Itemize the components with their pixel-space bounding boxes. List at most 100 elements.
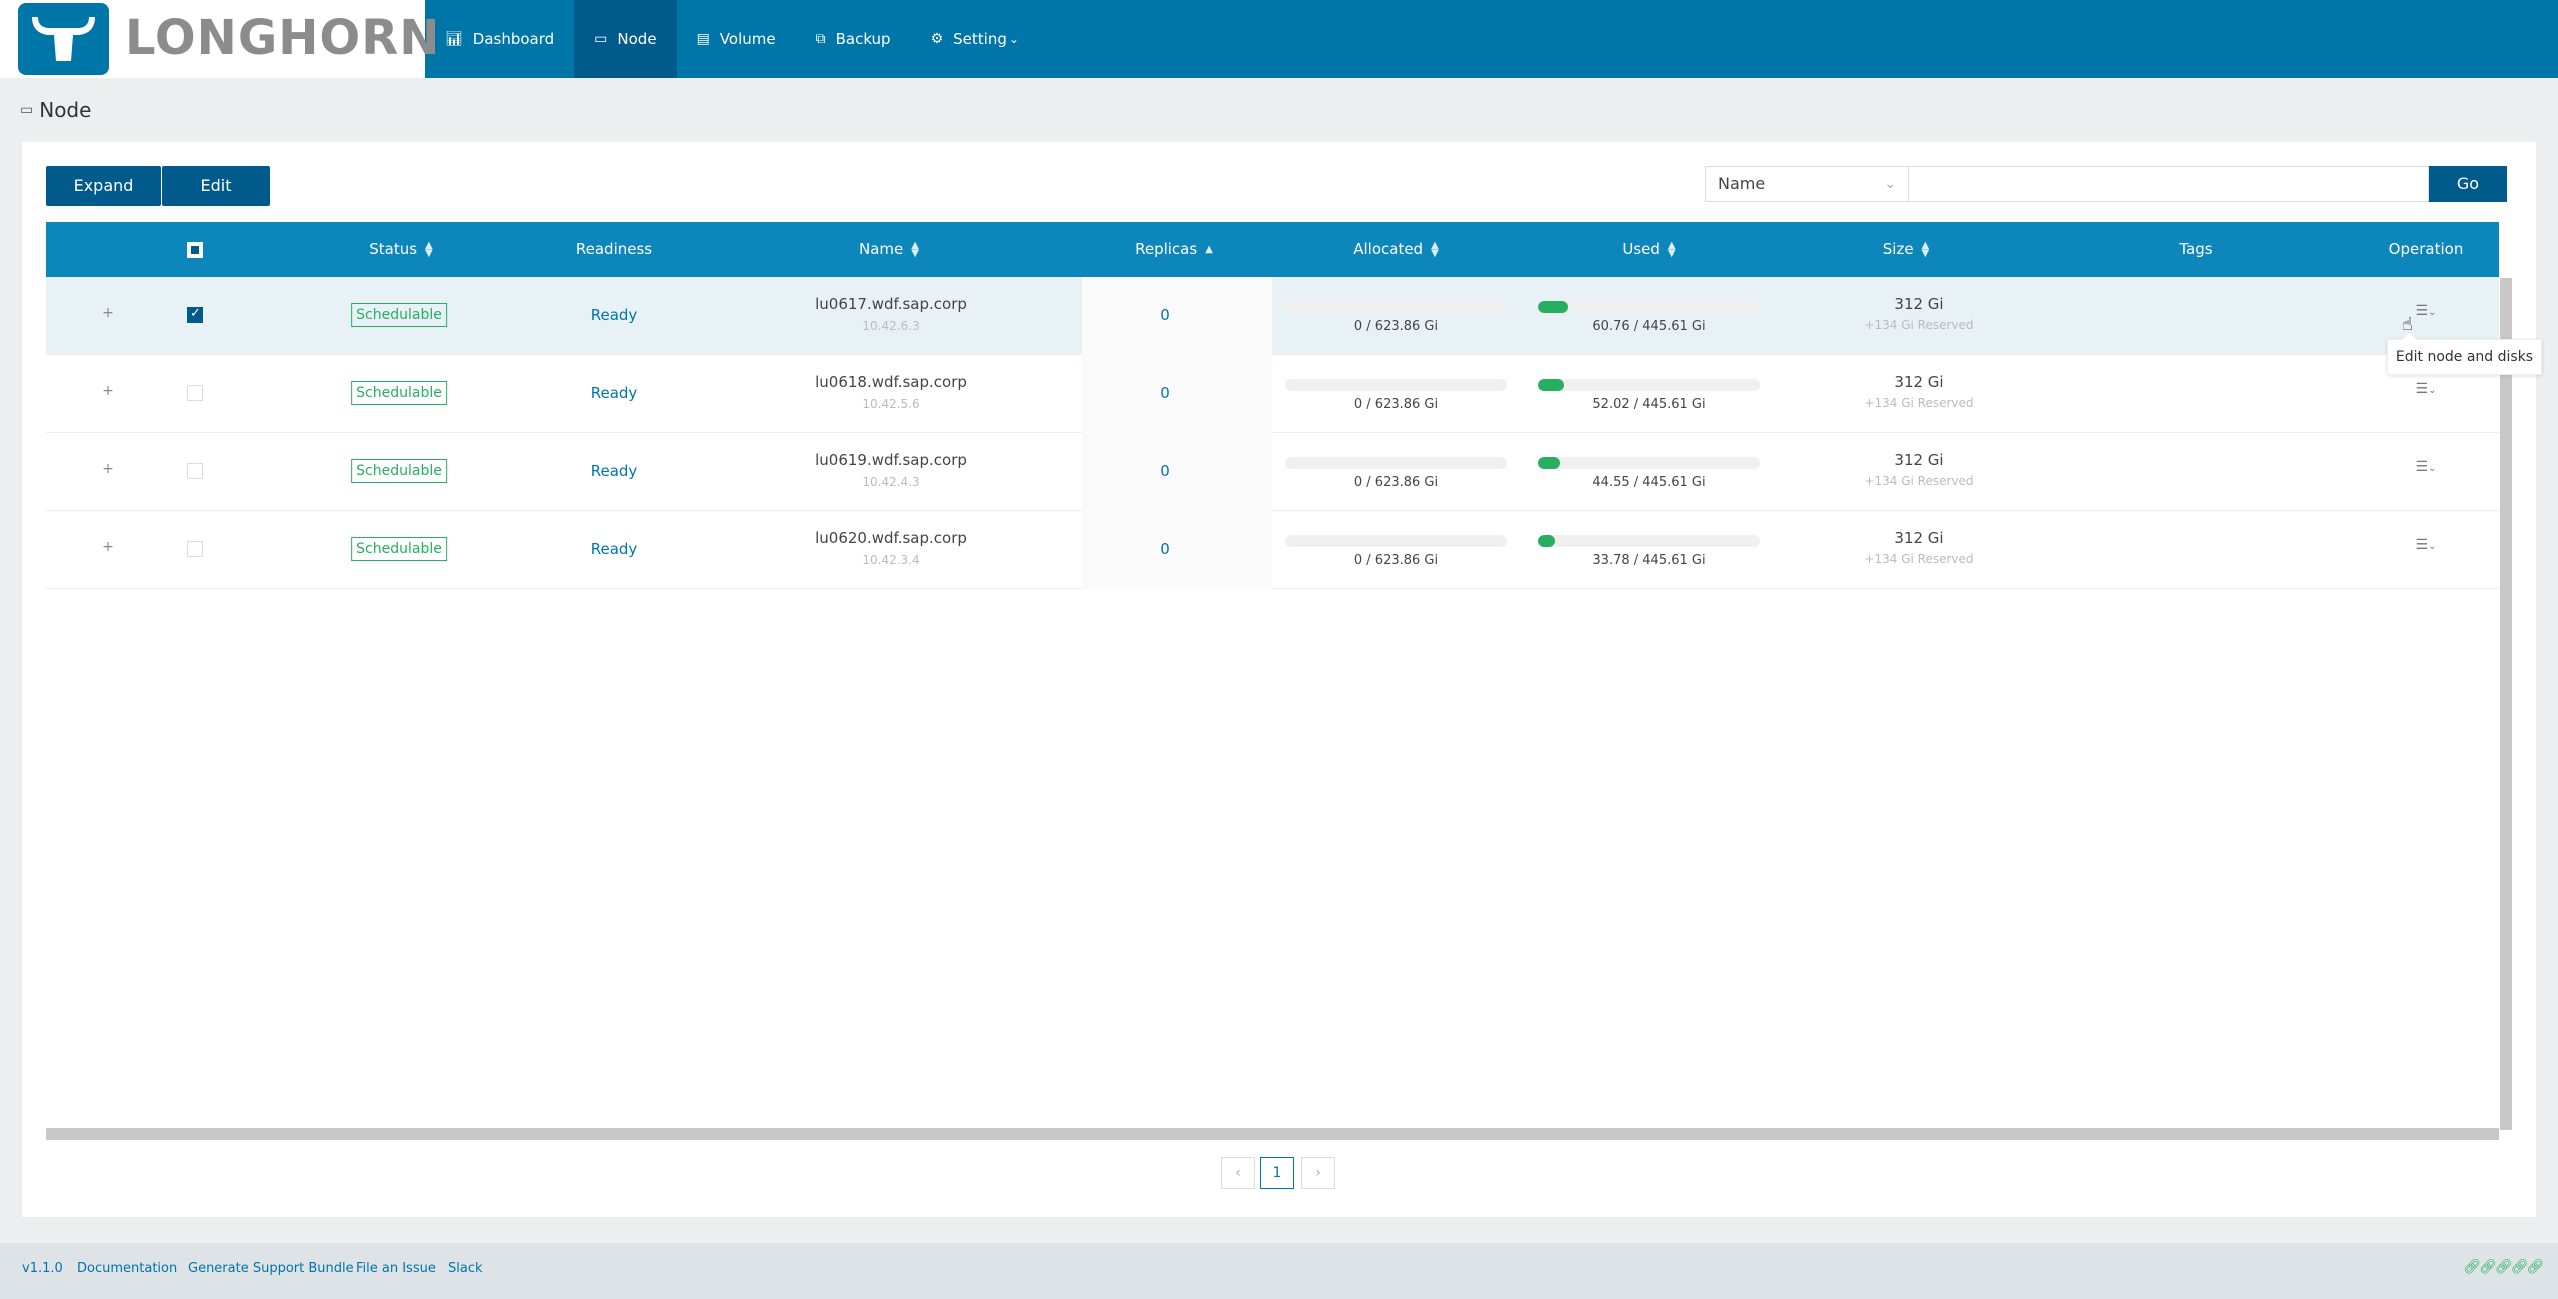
expand-row-icon[interactable]: + [102, 305, 114, 321]
col-label: Operation [2388, 240, 2464, 258]
used-fill [1538, 535, 1555, 547]
status-badge: Schedulable [351, 381, 447, 405]
select-all-checkbox[interactable] [187, 242, 203, 258]
horizontal-scrollbar[interactable] [46, 1128, 2499, 1140]
col-label: Replicas [1135, 240, 1198, 258]
table-row[interactable]: + Schedulable Ready lu0619.wdf.sap.corp 10.4… [46, 433, 2499, 511]
col-label: Tags [2179, 240, 2213, 258]
node-name: lu0617.wdf.sap.corp [815, 295, 967, 313]
readiness-link[interactable]: Ready [590, 384, 638, 402]
filter-select[interactable]: Name ⌄ [1705, 166, 1909, 202]
operation-menu-button[interactable]: ☰⌄ [2415, 537, 2437, 553]
col-replicas[interactable]: Replicas ▲ [1135, 222, 1213, 277]
operation-menu-button[interactable]: ☰⌄ [2415, 303, 2437, 319]
go-button[interactable]: Go [2429, 166, 2507, 202]
page-title-text: Node [39, 98, 92, 122]
sort-icon: ▲ [1205, 243, 1213, 255]
replicas-link[interactable]: 0 [1160, 384, 1170, 402]
used-value: 52.02 / 445.61 Gi [1592, 397, 1706, 412]
readiness-link[interactable]: Ready [590, 306, 638, 324]
size-value: 312 Gi [1894, 451, 1944, 469]
replicas-link[interactable]: 0 [1160, 306, 1170, 324]
reserved-value: +134 Gi Reserved [1864, 396, 1974, 410]
col-label: Readiness [575, 240, 653, 258]
used-progress-bar [1538, 457, 1760, 469]
expand-row-icon[interactable]: + [102, 539, 114, 555]
chevron-down-icon: ⌄ [1884, 176, 1896, 192]
nav-backup[interactable]: ⧉ Backup [796, 0, 911, 78]
row-checkbox[interactable] [187, 541, 203, 557]
expand-all-button[interactable]: Expand All [46, 166, 161, 235]
tooltip: Edit node and disks [2387, 339, 2542, 375]
node-name: lu0620.wdf.sap.corp [815, 529, 967, 547]
operation-menu-button[interactable]: ☰⌄ [2415, 381, 2437, 397]
readiness-link[interactable]: Ready [590, 540, 638, 558]
used-fill [1538, 301, 1569, 313]
nav-dashboard[interactable]: 📊︎ Dashboard [425, 0, 574, 78]
expand-row-icon[interactable]: + [102, 383, 114, 399]
filter-select-value: Name [1718, 174, 1766, 193]
replicas-cell-bg [1082, 355, 1272, 433]
replicas-cell-bg [1082, 511, 1272, 589]
slack-link[interactable]: Slack [448, 1261, 483, 1276]
gear-icon: ⚙ [930, 31, 944, 47]
used-progress-bar [1538, 301, 1760, 313]
chart-icon: 📊︎ [445, 31, 463, 47]
next-page-button[interactable]: › [1301, 1157, 1335, 1189]
expand-row-icon[interactable]: + [102, 461, 114, 477]
page-number-button[interactable]: 1 [1260, 1157, 1294, 1189]
col-allocated[interactable]: Allocated ▲ ▼ [1353, 222, 1439, 277]
nav-node[interactable]: ▭ Node [574, 0, 677, 78]
node-ip: 10.42.5.6 [862, 397, 920, 411]
node-ip: 10.42.4.3 [862, 475, 920, 489]
col-label: Size [1882, 240, 1914, 258]
row-checkbox[interactable] [187, 463, 203, 479]
nav-volume[interactable]: ▤ Volume [677, 0, 796, 78]
search-input[interactable] [1909, 166, 2429, 202]
allocated-value: 0 / 623.86 Gi [1353, 397, 1439, 412]
nav-setting[interactable]: ⚙ Setting ⌄ [911, 0, 1039, 78]
used-progress-bar [1538, 535, 1760, 547]
nav-label: Node [617, 30, 657, 48]
nav-label: Backup [835, 30, 891, 48]
prev-page-button[interactable]: ‹ [1221, 1157, 1255, 1189]
col-name[interactable]: Name ▲ ▼ [859, 222, 919, 277]
col-status[interactable]: Status ▲ ▼ [369, 222, 433, 277]
status-badge: Schedulable [351, 459, 447, 483]
logo[interactable]: LONGHORN [0, 0, 439, 78]
allocated-progress-bar [1285, 301, 1507, 313]
file-issue-link[interactable]: File an Issue [356, 1261, 436, 1276]
operation-menu-button[interactable]: ☰⌄ [2415, 459, 2437, 475]
used-fill [1538, 379, 1564, 391]
col-label: Status [369, 240, 418, 258]
page-title: ▭ Node [20, 98, 91, 122]
col-used[interactable]: Used ▲ ▼ [1622, 222, 1675, 277]
size-value: 312 Gi [1894, 529, 1944, 547]
sort-icon: ▲ ▼ [425, 239, 433, 259]
table-row[interactable]: + Schedulable Ready lu0618.wdf.sap.corp 10.4… [46, 355, 2499, 433]
col-operation: Operation [2389, 222, 2464, 277]
footer: v1.1.0 Documentation Generate Support Bu… [0, 1243, 2558, 1299]
support-bundle-link[interactable]: Generate Support Bundle [188, 1261, 354, 1276]
table-row[interactable]: + Schedulable Ready lu0617.wdf.sap.corp 10.4… [46, 277, 2499, 355]
replicas-cell-bg [1082, 277, 1272, 355]
size-value: 312 Gi [1894, 295, 1944, 313]
readiness-link[interactable]: Ready [590, 462, 638, 480]
replicas-link[interactable]: 0 [1160, 540, 1170, 558]
row-checkbox[interactable] [187, 306, 203, 323]
vertical-scrollbar[interactable] [2500, 278, 2512, 1130]
table-row[interactable]: + Schedulable Ready lu0620.wdf.sap.corp 10.4… [46, 511, 2499, 589]
edit-node-button[interactable]: Edit Node [162, 166, 270, 235]
reserved-value: +134 Gi Reserved [1864, 318, 1974, 332]
row-checkbox[interactable] [187, 385, 203, 401]
col-size[interactable]: Size ▲ ▼ [1883, 222, 1930, 277]
replicas-link[interactable]: 0 [1160, 462, 1170, 480]
documentation-link[interactable]: Documentation [77, 1261, 178, 1276]
node-ip: 10.42.6.3 [862, 319, 920, 333]
sort-icon: ▲ ▼ [911, 239, 919, 259]
longhorn-logo-icon [18, 3, 109, 75]
allocated-progress-bar [1285, 535, 1507, 547]
version-link[interactable]: v1.1.0 [22, 1261, 63, 1276]
chevron-down-icon: ⌄ [2428, 463, 2437, 474]
reserved-value: +134 Gi Reserved [1864, 552, 1974, 566]
